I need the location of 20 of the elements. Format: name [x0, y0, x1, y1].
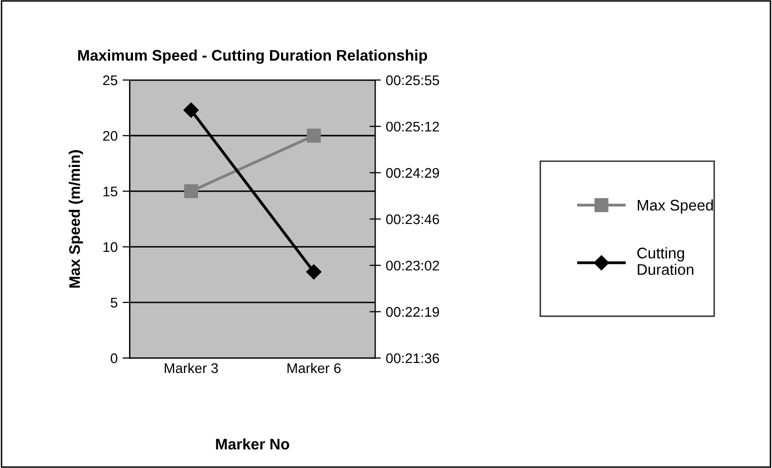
y-tick-label: 15 — [104, 186, 118, 196]
y2-tick-label: 00:21:36 — [386, 353, 440, 364]
y-tick-label: 25 — [103, 75, 118, 86]
chart-title: Maximum Speed - Cutting Duration Relationship — [78, 50, 428, 64]
y-axis-title: Max Speed (m/min) — [68, 150, 83, 288]
y-tick-label: 10 — [104, 242, 118, 252]
x-tick-label: Marker 6 — [288, 362, 341, 374]
y2-tick-label: 00:23:02 — [386, 260, 439, 271]
y-tick-label: 5 — [110, 298, 118, 308]
legend-label: Max Speed — [638, 199, 713, 214]
y-tick-label: 0 — [110, 353, 118, 364]
y2-tick-label: 00:24:29 — [386, 168, 440, 178]
y-tick-label: 20 — [103, 130, 118, 141]
legend-label: Cutting Duration — [637, 247, 694, 275]
y2-tick-label: 00:25:12 — [386, 122, 439, 132]
y2-tick-label: 00:25:55 — [386, 75, 440, 86]
x-tick-label: Marker 3 — [164, 362, 218, 374]
x-axis-title: Marker No — [216, 438, 290, 450]
y2-tick-label: 00:23:46 — [386, 214, 440, 224]
y2-tick-label: 00:22:19 — [386, 307, 440, 317]
